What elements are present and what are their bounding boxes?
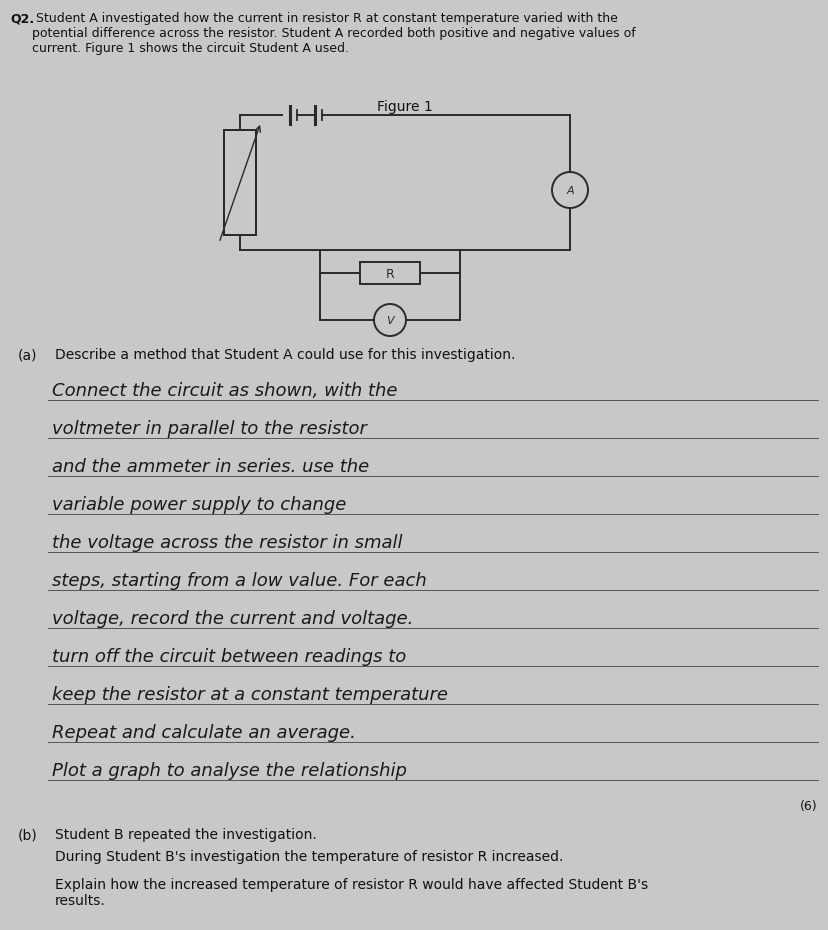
Text: voltage, record the current and voltage.: voltage, record the current and voltage. bbox=[52, 610, 413, 628]
Text: turn off the circuit between readings to: turn off the circuit between readings to bbox=[52, 648, 406, 666]
Text: voltmeter in parallel to the resistor: voltmeter in parallel to the resistor bbox=[52, 420, 367, 438]
Bar bbox=[359, 262, 420, 284]
Text: steps, starting from a low value. For each: steps, starting from a low value. For ea… bbox=[52, 572, 426, 590]
Text: Connect the circuit as shown, with the: Connect the circuit as shown, with the bbox=[52, 382, 397, 400]
Text: and the ammeter in series. use the: and the ammeter in series. use the bbox=[52, 458, 368, 476]
Bar bbox=[224, 130, 256, 235]
Text: A: A bbox=[566, 186, 573, 196]
Circle shape bbox=[373, 304, 406, 336]
Text: (6): (6) bbox=[799, 800, 817, 813]
Text: Student B repeated the investigation.: Student B repeated the investigation. bbox=[55, 828, 316, 842]
Text: (b): (b) bbox=[18, 828, 38, 842]
Text: Describe a method that Student A could use for this investigation.: Describe a method that Student A could u… bbox=[55, 348, 515, 362]
Text: (a): (a) bbox=[18, 348, 37, 362]
Text: Figure 1: Figure 1 bbox=[377, 100, 432, 114]
Text: keep the resistor at a constant temperature: keep the resistor at a constant temperat… bbox=[52, 686, 447, 704]
Text: Plot a graph to analyse the relationship: Plot a graph to analyse the relationship bbox=[52, 762, 407, 780]
Text: variable power supply to change: variable power supply to change bbox=[52, 496, 346, 514]
Text: V: V bbox=[386, 316, 393, 326]
Text: Student A investigated how the current in resistor R at constant temperature var: Student A investigated how the current i… bbox=[32, 12, 635, 55]
Bar bbox=[224, 130, 256, 235]
Text: Repeat and calculate an average.: Repeat and calculate an average. bbox=[52, 724, 355, 742]
Text: R: R bbox=[385, 268, 394, 281]
Bar bbox=[224, 130, 256, 235]
Text: During Student B's investigation the temperature of resistor R increased.: During Student B's investigation the tem… bbox=[55, 850, 563, 864]
Text: the voltage across the resistor in small: the voltage across the resistor in small bbox=[52, 534, 402, 552]
Text: Explain how the increased temperature of resistor R would have affected Student : Explain how the increased temperature of… bbox=[55, 878, 647, 909]
Text: Q2.: Q2. bbox=[10, 12, 34, 25]
